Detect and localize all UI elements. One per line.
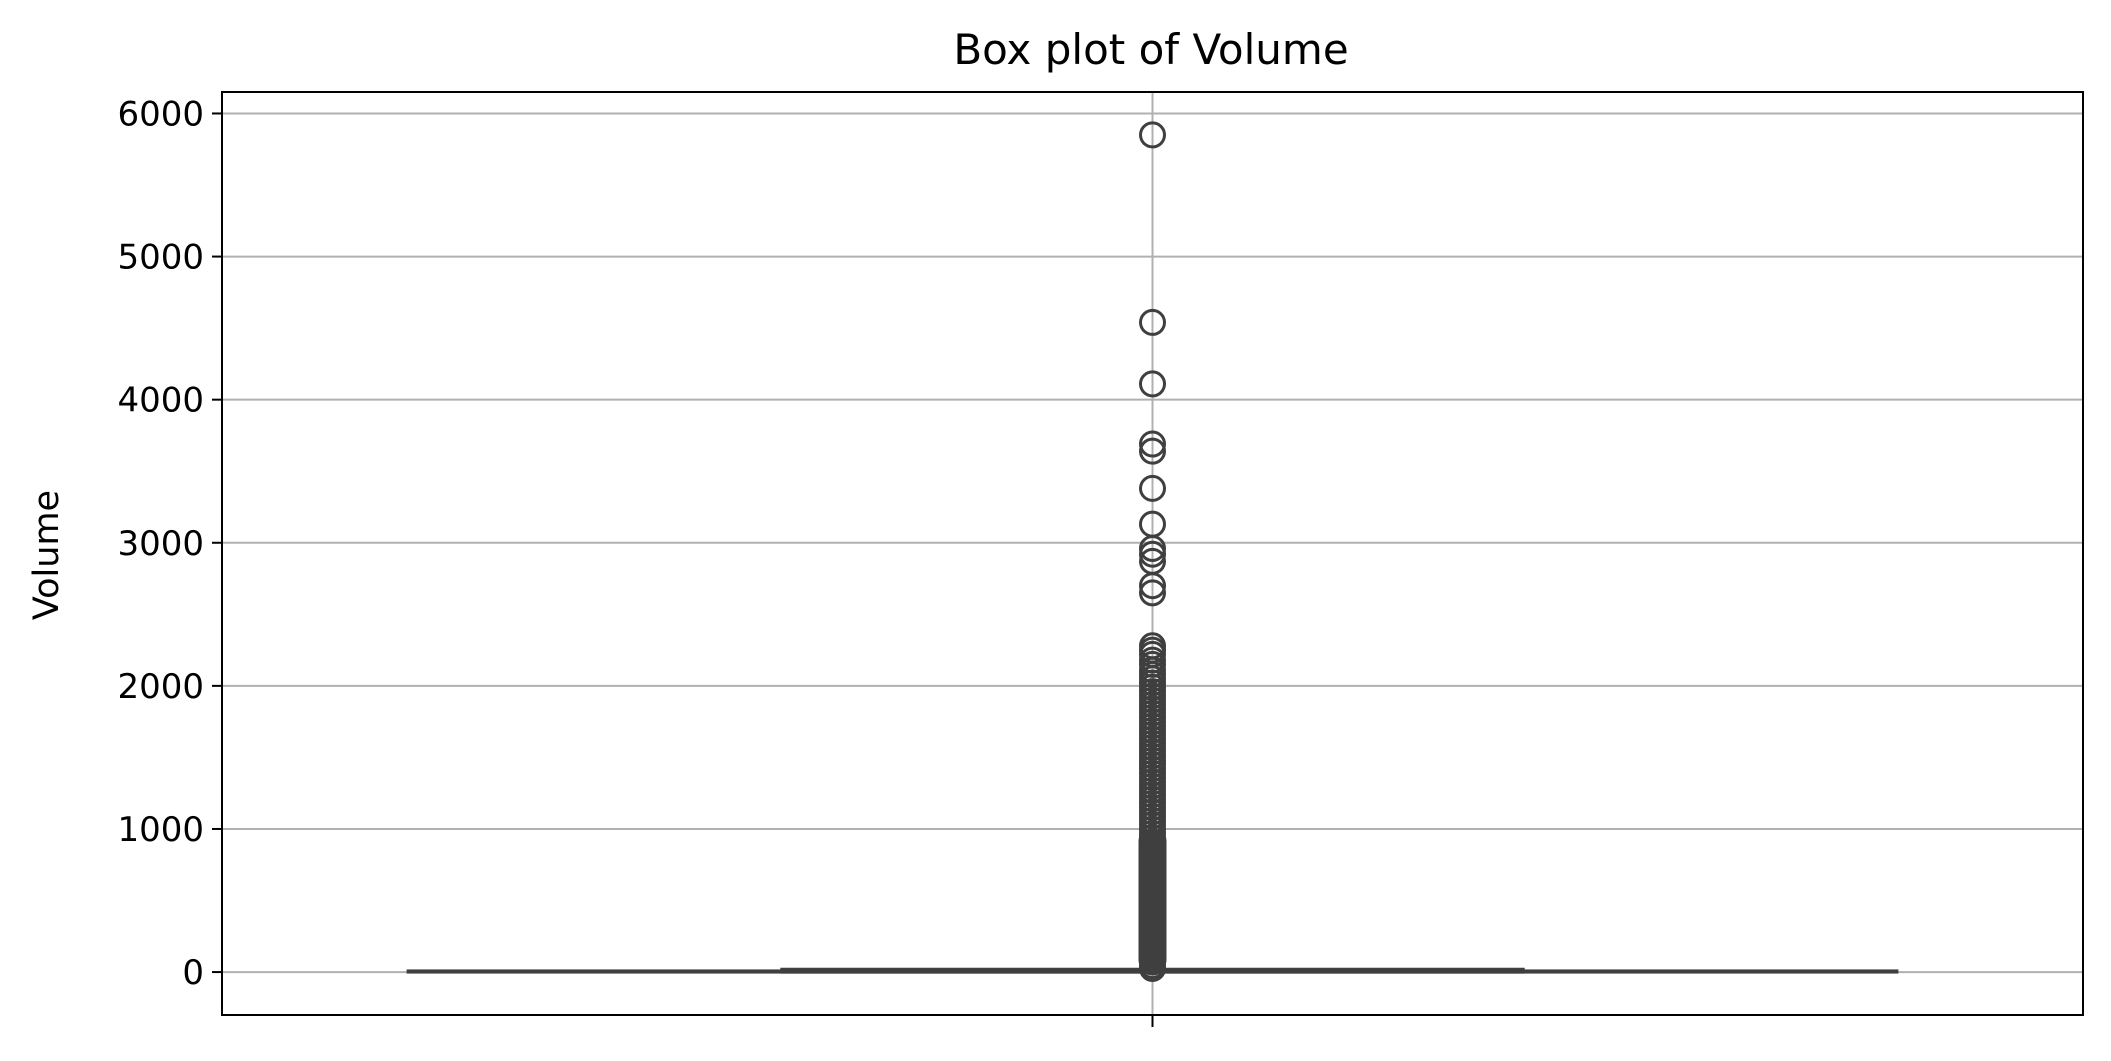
y-tick-label: 6000 xyxy=(117,94,204,134)
chart-title: Box plot of Volume xyxy=(953,25,1348,74)
outlier-point xyxy=(1139,308,1166,336)
outlier-points xyxy=(1138,121,1167,982)
y-tick-label: 2000 xyxy=(117,667,204,707)
y-tick-label: 1000 xyxy=(117,810,204,850)
axes xyxy=(212,91,2084,1027)
y-tick-labels: 0 1000 2000 3000 4000 5000 6000 xyxy=(117,94,204,993)
outlier-point xyxy=(1139,572,1166,600)
outlier-point xyxy=(1139,474,1166,502)
outlier-point xyxy=(1139,579,1166,607)
outlier-dense-band xyxy=(1138,828,1167,973)
y-tick-label: 3000 xyxy=(117,524,204,564)
outlier-point xyxy=(1139,437,1166,465)
y-axis-label: Volume xyxy=(27,490,67,620)
outlier-point xyxy=(1139,540,1166,568)
outlier-point xyxy=(1139,370,1166,398)
y-tick-label: 0 xyxy=(182,953,204,993)
y-tick-label: 5000 xyxy=(117,238,204,278)
outlier-point xyxy=(1139,121,1166,149)
y-tick-label: 4000 xyxy=(117,381,204,421)
outlier-point xyxy=(1139,430,1166,458)
